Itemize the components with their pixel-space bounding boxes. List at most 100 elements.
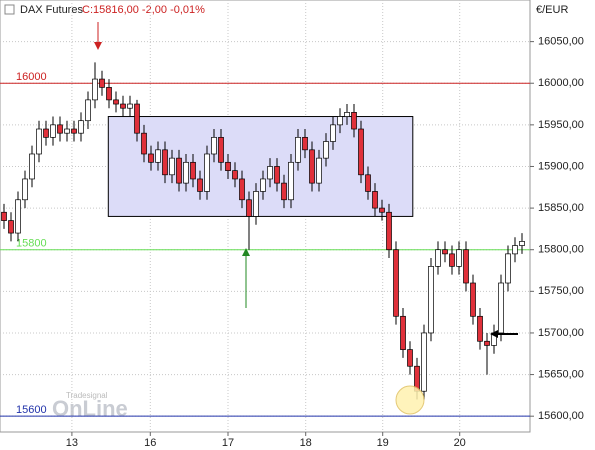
y-tick-label: 15950,00 <box>538 119 584 131</box>
candle-body <box>176 157 182 184</box>
candle-body <box>78 120 84 134</box>
candle-body <box>344 112 350 117</box>
candle-body <box>498 282 504 334</box>
candle-body <box>505 253 511 284</box>
candle-body <box>197 178 203 192</box>
arrow-head <box>242 248 250 256</box>
y-tick-label: 15650,00 <box>538 368 584 380</box>
candle-body <box>260 178 266 192</box>
candle-body <box>372 191 378 209</box>
candle-body <box>190 161 196 180</box>
candle-body <box>316 157 322 184</box>
candle-body <box>8 220 14 234</box>
chart-title: DAX Futures <box>20 4 83 16</box>
candle-body <box>337 116 343 126</box>
candle-body <box>92 78 98 101</box>
candle-body <box>232 170 238 180</box>
candle-body <box>99 78 105 88</box>
icon <box>4 4 15 15</box>
candle-body <box>85 99 91 122</box>
candle-body <box>113 99 119 105</box>
range-box <box>107 116 414 217</box>
candle-body <box>295 136 301 163</box>
candle-body <box>302 136 308 151</box>
candle-body <box>281 182 287 201</box>
candle-body <box>155 149 161 163</box>
candle-body <box>64 128 70 134</box>
y-tick-label: 16050,00 <box>538 36 584 48</box>
candle-body <box>470 282 476 317</box>
candle-body <box>29 153 35 180</box>
level-label: 15800 <box>16 238 47 250</box>
candle-body <box>421 332 427 392</box>
candle-body <box>477 315 483 342</box>
x-tick-label: 16 <box>144 437 156 449</box>
candle-body <box>428 266 434 334</box>
candle-body <box>351 112 357 130</box>
candle-body <box>57 124 63 134</box>
candle-body <box>106 87 112 101</box>
candle-body <box>1 211 7 221</box>
candle-body <box>267 166 273 180</box>
annotations <box>94 22 518 415</box>
candle-body <box>519 241 525 246</box>
candle-body <box>274 166 280 184</box>
candle-body <box>309 149 315 184</box>
y-tick-label: 15700,00 <box>538 327 584 339</box>
candle-body <box>463 249 469 284</box>
marks: 16000 15800 15600 <box>0 0 530 432</box>
candle-body <box>323 141 329 159</box>
candle-body <box>71 128 77 134</box>
candle-body <box>400 315 406 350</box>
candle-body <box>379 207 385 213</box>
candle-body <box>211 136 217 155</box>
candle-body <box>365 174 371 192</box>
level-label: 15600 <box>16 404 47 416</box>
candle-body <box>358 128 364 176</box>
y-tick-label: 15850,00 <box>538 202 584 214</box>
level-label: 16000 <box>16 71 47 83</box>
y-tick-label: 15800,00 <box>538 244 584 256</box>
candle-body <box>512 245 518 255</box>
y-tick-label: 15900,00 <box>538 160 584 172</box>
candle-body <box>43 128 49 138</box>
x-tick-label: 13 <box>66 437 78 449</box>
candle-body <box>456 249 462 267</box>
candle-body <box>162 149 168 176</box>
candle-body <box>134 103 140 134</box>
x-tick-label: 18 <box>300 437 312 449</box>
candle-body <box>183 161 189 184</box>
candle-body <box>169 157 175 176</box>
candle-body <box>393 249 399 317</box>
candle-body <box>253 191 259 217</box>
watermark-sub: Tradesignal <box>66 391 108 400</box>
unit: €/EUR <box>536 4 568 16</box>
x-tick-label: 20 <box>454 437 466 449</box>
y-tick-label: 16000,00 <box>538 77 584 89</box>
x-tick-label: 17 <box>222 437 234 449</box>
candle-body <box>148 153 154 163</box>
candle-body <box>127 103 133 109</box>
y-tick-label: 15600,00 <box>538 410 584 422</box>
arrow-head <box>94 42 102 50</box>
arrow-head <box>490 330 498 338</box>
candle-body <box>386 211 392 251</box>
quote: C:15816,00 -2,00 -0,01% <box>82 4 205 16</box>
candle-body <box>449 253 455 267</box>
candle-body <box>239 178 245 201</box>
candle-body <box>225 161 231 171</box>
candle-body <box>15 199 21 234</box>
candle-body <box>120 103 126 109</box>
candle-body <box>22 178 28 201</box>
candle-body <box>435 249 441 267</box>
candle-body <box>50 124 56 138</box>
candle-body <box>36 128 42 155</box>
candle-body <box>442 249 448 255</box>
x-tick-label: 19 <box>377 437 389 449</box>
candle-body <box>218 136 224 163</box>
highlight-circle <box>395 385 425 415</box>
candle-body <box>288 161 294 201</box>
y-tick-label: 15750,00 <box>538 285 584 297</box>
candle-body <box>407 349 413 367</box>
